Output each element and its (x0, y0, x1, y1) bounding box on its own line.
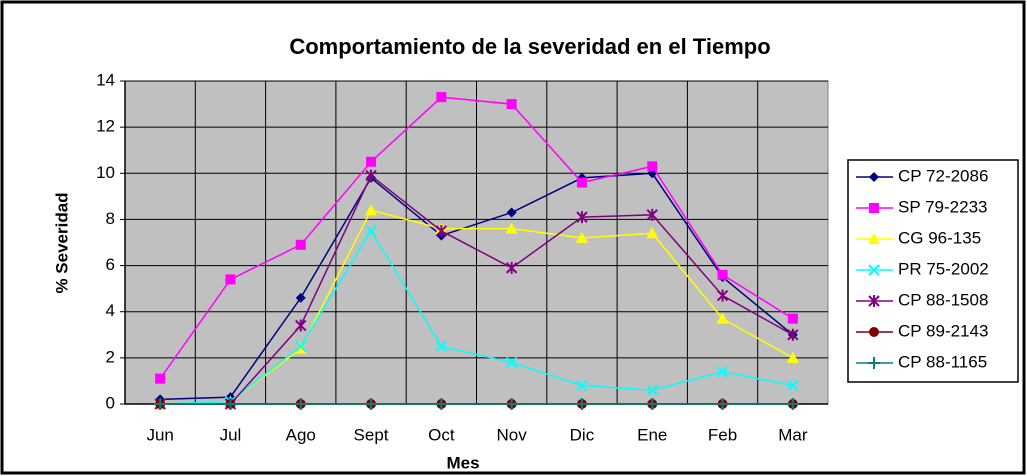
legend-label: CP 72-2086 (898, 166, 988, 185)
marker (646, 384, 658, 396)
marker (647, 161, 658, 172)
marker (575, 231, 588, 243)
legend-marker (868, 295, 880, 307)
marker (506, 207, 517, 218)
marker (787, 328, 799, 341)
marker (436, 92, 447, 103)
series-line (159, 96, 794, 380)
legend-marker (868, 264, 880, 276)
y-tick-label: 2 (106, 347, 115, 366)
marker (154, 398, 167, 410)
x-tick-label: Dic (570, 425, 595, 444)
series-line (160, 172, 794, 401)
marker (505, 222, 518, 234)
legend-marker (868, 233, 880, 244)
y-tick-label: 12 (96, 117, 115, 136)
marker (294, 342, 307, 354)
y-tick-label: 8 (106, 209, 115, 228)
series-line (160, 229, 793, 405)
marker (576, 211, 588, 224)
x-tick-label: Feb (708, 425, 737, 444)
x-tick-label: Mar (778, 425, 808, 444)
marker (155, 373, 166, 384)
y-tick-label: 10 (96, 163, 115, 182)
marker (646, 227, 659, 239)
marker (717, 269, 728, 280)
series-line (160, 209, 794, 405)
y-tick-label: 4 (106, 301, 115, 320)
marker (295, 340, 307, 353)
marker (576, 177, 587, 188)
legend-marker (869, 172, 879, 182)
legend-label: CP 89-2143 (898, 321, 988, 340)
x-tick-label: Ago (286, 425, 316, 444)
y-tick-label: 0 (106, 393, 115, 412)
legend-label: PR 75-2002 (898, 259, 989, 278)
marker (506, 99, 517, 110)
marker (295, 292, 306, 303)
x-tick-label: Nov (497, 425, 528, 444)
marker (575, 398, 588, 410)
marker (787, 313, 798, 324)
marker (787, 379, 799, 392)
marker (716, 289, 729, 302)
marker (786, 398, 799, 410)
legend-label: CP 88-1508 (898, 290, 988, 309)
legend-marker (868, 357, 880, 369)
marker (365, 225, 377, 237)
marker (505, 356, 518, 369)
marker (225, 274, 236, 285)
marker (435, 224, 448, 237)
marker (716, 398, 729, 410)
legend-label: CG 96-135 (898, 228, 981, 247)
x-axis-title: Mes (446, 453, 479, 472)
x-tick-label: Jul (220, 425, 242, 444)
marker (294, 398, 307, 410)
y-axis-title: % Severidad (52, 192, 71, 293)
marker (716, 312, 729, 324)
legend-label: SP 79-2233 (898, 197, 987, 216)
marker (505, 261, 518, 274)
marker (365, 204, 378, 216)
marker (435, 398, 448, 410)
marker (646, 398, 659, 410)
legend-label: CP 88-1165 (898, 352, 987, 371)
marker (576, 379, 588, 392)
x-tick-label: Jun (146, 425, 173, 444)
legend-marker (869, 203, 879, 213)
marker (365, 398, 378, 410)
marker (295, 319, 307, 332)
x-tick-label: Sept (354, 425, 389, 444)
chart-title: Comportamiento de la severidad en el Tie… (289, 34, 770, 59)
marker (224, 398, 237, 410)
marker (366, 156, 377, 167)
marker (786, 351, 799, 363)
legend-marker (869, 327, 879, 337)
x-tick-label: Ene (637, 425, 667, 444)
series-line (160, 174, 794, 405)
x-tick-label: Oct (428, 425, 455, 444)
y-tick-label: 14 (96, 70, 115, 89)
marker (295, 239, 306, 250)
marker (435, 340, 448, 353)
marker (505, 398, 518, 410)
y-tick-label: 6 (106, 255, 115, 274)
marker (365, 169, 377, 182)
marker (716, 365, 729, 378)
marker (646, 208, 658, 221)
